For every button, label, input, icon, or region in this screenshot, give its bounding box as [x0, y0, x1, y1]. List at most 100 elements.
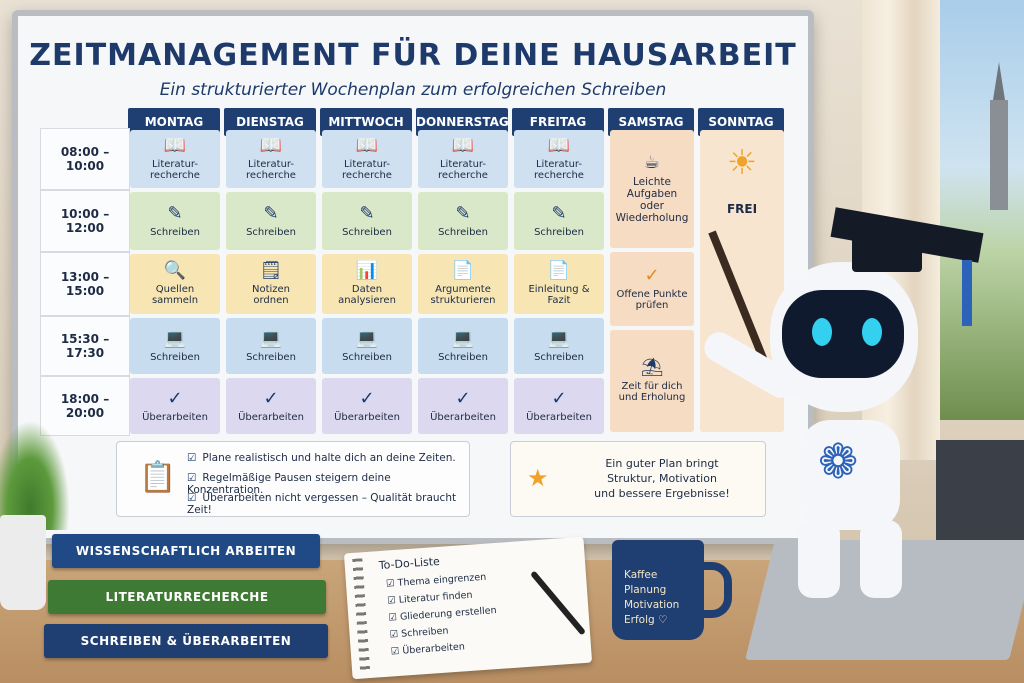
- schedule-cell: 💻 Schreiben: [226, 318, 316, 374]
- schedule-cell: ✓ Überarbeiten: [514, 378, 604, 434]
- robot-leg-right: [860, 520, 902, 598]
- book-title: WISSENSCHAFTLICH ARBEITEN: [75, 544, 297, 558]
- book-2: LITERATURRECHERCHE: [48, 580, 326, 614]
- coffee-mug: Kaffee Planung Motivation Erfolg ♡: [612, 540, 732, 640]
- schedule-cell: ✎ Schreiben: [514, 192, 604, 250]
- checkbox-icon: ☑: [388, 611, 401, 624]
- schedule-cell-text: Schreiben: [438, 226, 488, 238]
- notes-icon: 🗒: [259, 260, 283, 281]
- schedule-cell-text: Überarbeiten: [238, 411, 304, 423]
- book-icon: 📖: [547, 135, 571, 156]
- checkbox-icon: ☑: [385, 577, 399, 590]
- schedule-cell: 💻 Schreiben: [418, 318, 508, 374]
- tip-text: Plane realistisch und halte dich an dein…: [202, 452, 456, 464]
- checkbox-icon: ☑: [187, 452, 197, 464]
- schedule-cell-text: Schreiben: [342, 226, 392, 238]
- robot-eye-left: [812, 318, 832, 346]
- schedule-cell-text: Überarbeiten: [526, 411, 592, 423]
- checkbox-icon: ☑: [187, 472, 197, 484]
- schedule-cell-text: Schreiben: [342, 351, 392, 363]
- schedule-cell-text: Literatur- recherche: [534, 159, 584, 181]
- todo-item: ☑ Überarbeiten: [390, 641, 465, 657]
- saturday-text-1: Leichte Aufgaben oder Wiederholung: [615, 176, 689, 224]
- schedule-cell: 📖 Literatur- recherche: [322, 130, 412, 188]
- todo-title: To-Do-Liste: [378, 554, 441, 573]
- schedule-cell: 📖 Literatur- recherche: [418, 130, 508, 188]
- schedule-cell-text: Überarbeiten: [142, 411, 208, 423]
- schedule-cell-text: Schreiben: [246, 226, 296, 238]
- schedule-cell-text: Einleitung & Fazit: [528, 284, 590, 306]
- saturday-text-2: Offene Punkte prüfen: [616, 289, 688, 311]
- quote-box: ★ Ein guter Plan bringt Struktur, Motiva…: [510, 441, 766, 517]
- schedule-cell-text: Schreiben: [534, 226, 584, 238]
- time-label: 15:30 – 17:30: [60, 332, 110, 360]
- clipboard-icon: 📋: [139, 460, 177, 495]
- robot-body: [800, 420, 900, 530]
- saturday-block-3: ⛱ Zeit für dich und Erholung: [610, 330, 694, 432]
- time-label: 10:00 – 12:00: [60, 207, 110, 235]
- todo-item-text: Thema eingrenzen: [397, 571, 487, 589]
- schedule-cell: 💻 Schreiben: [514, 318, 604, 374]
- schedule-cell: 🗒 Notizen ordnen: [226, 254, 316, 314]
- tip-2: ☑ Regelmäßige Pausen steigern deine Konze…: [187, 472, 469, 496]
- schedule-cell: 📄 Einleitung & Fazit: [514, 254, 604, 314]
- schedule-cell-text: Notizen ordnen: [251, 284, 291, 306]
- sun-icon: ☀: [726, 143, 758, 183]
- check-icon: ✓: [263, 387, 279, 409]
- schedule-cell: ✓ Überarbeiten: [130, 378, 220, 434]
- todo-item: ☑ Thema eingrenzen: [386, 572, 487, 590]
- time-label: 18:00 – 20:00: [60, 392, 110, 420]
- book-title: SCHREIBEN & ÜBERARBEITEN: [80, 634, 292, 648]
- robot-legs: [788, 520, 914, 600]
- document-icon: 📄: [547, 260, 571, 281]
- schedule-cell-text: Schreiben: [246, 351, 296, 363]
- schedule-cell: ✓ Überarbeiten: [418, 378, 508, 434]
- church-tower: [990, 62, 1008, 210]
- schedule-cell-text: Überarbeiten: [430, 411, 496, 423]
- schedule-cell-text: Schreiben: [534, 351, 584, 363]
- schedule-cell-text: Daten analysieren: [338, 284, 396, 306]
- pencil-icon: ✎: [455, 202, 471, 224]
- whiteboard: ZEITMANAGEMENT FÜR DEINE HAUSARBEIT Ein …: [12, 10, 814, 544]
- time-slot-2: 10:00 – 12:00: [40, 190, 130, 252]
- schedule-cell-text: Schreiben: [150, 351, 200, 363]
- mug-text: Kaffee Planung Motivation Erfolg ♡: [624, 568, 679, 628]
- time-slot-4: 15:30 – 17:30: [40, 316, 130, 376]
- pencil-icon: ✎: [263, 202, 279, 224]
- check-circle-icon: ✓: [644, 265, 660, 286]
- plant-pot: [0, 515, 46, 610]
- todo-item-text: Überarbeiten: [402, 641, 466, 657]
- todo-item: ☑ Literatur finden: [387, 590, 473, 607]
- robot-leg-left: [798, 520, 840, 598]
- tip-text: Regelmäßige Pausen steigern deine Konzen…: [187, 472, 391, 496]
- schedule-cell: 📊 Daten analysieren: [322, 254, 412, 314]
- saturday-block-1: ☕ Leichte Aufgaben oder Wiederholung: [610, 130, 694, 248]
- schedule-cell: ✓ Überarbeiten: [226, 378, 316, 434]
- plant-leaves: [0, 420, 70, 530]
- checkbox-icon: ☑: [389, 628, 402, 641]
- pencil-icon: ✎: [167, 202, 183, 224]
- tip-1: ☑ Plane realistisch und halte dich an dei…: [187, 452, 456, 464]
- magnifier-icon: 🔍: [163, 260, 187, 281]
- schedule-cell-text: Quellen sammeln: [151, 284, 199, 306]
- schedule-cell-text: Schreiben: [150, 226, 200, 238]
- sunday-label: FREI: [726, 202, 758, 216]
- saturday-text-3: Zeit für dich und Erholung: [618, 381, 686, 403]
- schedule-cell: ✓ Überarbeiten: [322, 378, 412, 434]
- tip-text: Überarbeiten nicht vergessen – Qualität …: [187, 492, 457, 516]
- time-label: 13:00 – 15:00: [60, 270, 110, 298]
- book-3: SCHREIBEN & ÜBERARBEITEN: [44, 624, 328, 658]
- schedule-cell: 📖 Literatur- recherche: [514, 130, 604, 188]
- robot-face: [782, 290, 904, 378]
- todo-item-text: Schreiben: [400, 625, 449, 640]
- laptop-icon: 💻: [451, 327, 475, 349]
- coffee-cup-icon: ☕: [643, 152, 661, 173]
- book-icon: 📖: [451, 135, 475, 156]
- book-icon: 📖: [259, 135, 283, 156]
- book-title: LITERATURRECHERCHE: [105, 590, 269, 604]
- time-slot-1: 08:00 – 10:00: [40, 128, 130, 190]
- schedule-cell-text: Überarbeiten: [334, 411, 400, 423]
- schedule-cell-text: Argumente strukturieren: [430, 284, 496, 306]
- checkbox-icon: ☑: [386, 594, 400, 607]
